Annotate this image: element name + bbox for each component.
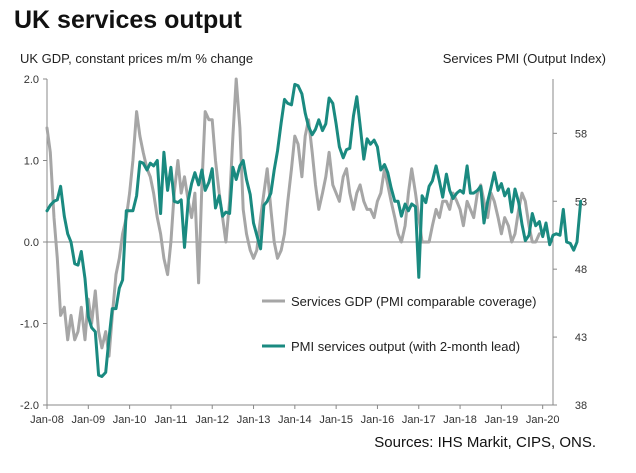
x-axis-tick-label: Jan-17 xyxy=(402,414,436,426)
x-axis-tick-label: Jan-12 xyxy=(195,414,229,426)
x-axis-tick-label: Jan-15 xyxy=(319,414,353,426)
chart-title: UK services output xyxy=(14,6,242,34)
pmi-services-line xyxy=(45,82,583,378)
right-axis-tick-label: 38 xyxy=(575,400,587,412)
right-axis-tick-label: 43 xyxy=(575,332,587,344)
left-axis-tick-label: 2.0 xyxy=(24,74,39,86)
x-axis-tick-label: Jan-10 xyxy=(113,414,147,426)
legend-label-pmi-services: PMI services output (with 2-month lead) xyxy=(291,339,520,354)
x-axis-tick-label: Jan-19 xyxy=(485,414,519,426)
left-axis-tick-label: -2.0 xyxy=(20,400,39,412)
right-axis-tick-label: 58 xyxy=(575,128,587,140)
left-axis-tick-label: 0.0 xyxy=(24,237,39,249)
x-axis-tick-label: Jan-18 xyxy=(443,414,477,426)
legend-label-services-gdp: Services GDP (PMI comparable coverage) xyxy=(291,294,536,309)
x-axis-tick-label: Jan-13 xyxy=(237,414,271,426)
x-axis-tick-label: Jan-16 xyxy=(361,414,395,426)
services-gdp-line xyxy=(45,77,541,358)
x-axis-tick-label: Jan-14 xyxy=(278,414,312,426)
x-axis-tick-label: Jan-20 xyxy=(526,414,560,426)
left-axis-tick-label: -1.0 xyxy=(20,319,39,331)
left-axis-tick-label: 1.0 xyxy=(24,156,39,168)
source-note: Sources: IHS Markit, CIPS, ONS. xyxy=(374,434,596,451)
x-axis-tick-label: Jan-08 xyxy=(30,414,64,426)
right-axis-tick-label: 48 xyxy=(575,264,587,276)
legend: Services GDP (PMI comparable coverage) P… xyxy=(262,294,536,354)
right-axis-title: Services PMI (Output Index) xyxy=(442,51,606,66)
x-axis-tick-label: Jan-09 xyxy=(71,414,105,426)
x-axis-tick-label: Jan-11 xyxy=(155,414,188,426)
left-axis-title: UK GDP, constant prices m/m % change xyxy=(20,51,254,66)
